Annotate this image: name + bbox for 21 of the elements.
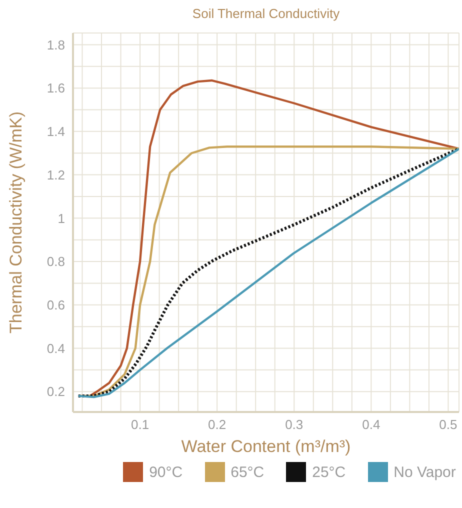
x-tick-label: 0.5 bbox=[439, 417, 458, 432]
y-tick-label: 0.6 bbox=[46, 298, 65, 313]
x-tick-label: 0.4 bbox=[362, 417, 380, 432]
y-tick-label: 1.8 bbox=[46, 37, 65, 52]
legend-label: 90°C bbox=[149, 464, 183, 480]
y-tick-label: 0.2 bbox=[46, 384, 65, 400]
legend-label: No Vapor bbox=[394, 464, 456, 480]
legend-label: 65°C bbox=[230, 464, 264, 480]
y-tick-label: 0.4 bbox=[46, 340, 65, 356]
y-tick-label: 1.6 bbox=[46, 80, 65, 96]
y-tick-label: 0.8 bbox=[46, 254, 65, 270]
y-tick-label: 1.4 bbox=[46, 124, 65, 140]
y-tick-label: 1 bbox=[58, 210, 65, 226]
x-axis-title: Water Content (m³/m³) bbox=[181, 437, 351, 456]
chart-title: Soil Thermal Conductivity bbox=[191, 6, 341, 21]
y-axis-title: Thermal Conductivity (W/mK) bbox=[6, 112, 26, 334]
x-tick-label: 0.1 bbox=[130, 417, 150, 432]
y-tick-label: 1.2 bbox=[46, 167, 65, 182]
legend-label: 25°C bbox=[312, 464, 346, 480]
x-tick-label: 0.3 bbox=[285, 417, 304, 432]
x-tick-label: 0.2 bbox=[208, 417, 226, 432]
